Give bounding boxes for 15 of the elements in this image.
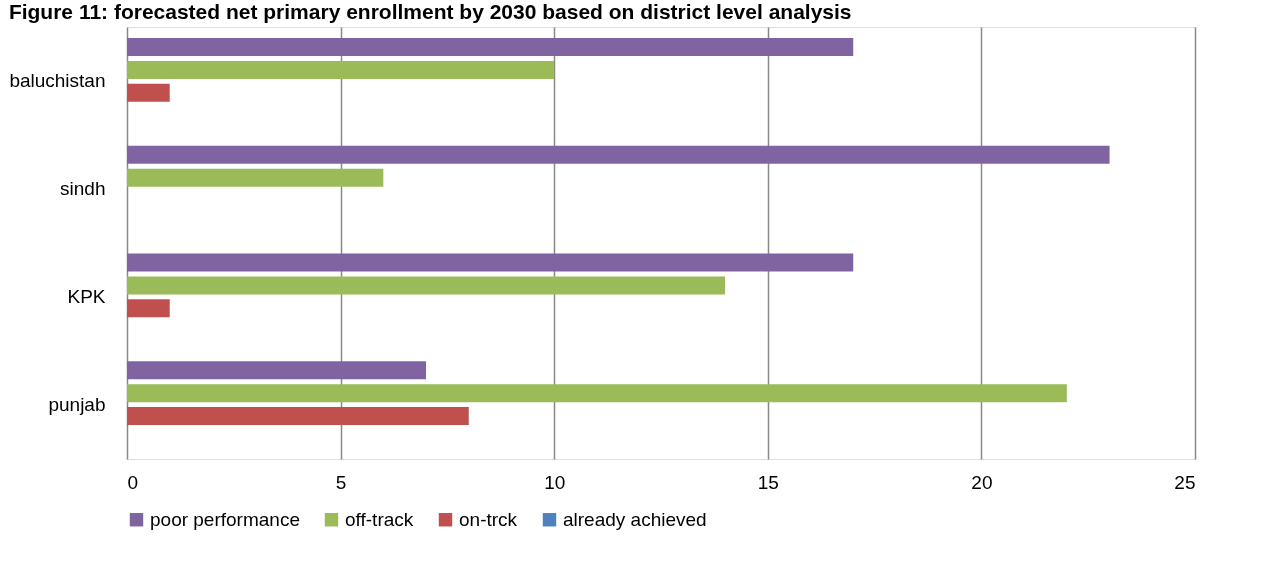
legend-label: already achieved (563, 508, 707, 530)
y-tick-label: sindh (60, 178, 106, 200)
y-tick-label: KPK (67, 285, 106, 307)
y-tick-label: baluchistan (9, 70, 106, 92)
x-tick-label: 10 (544, 471, 566, 493)
legend-label: off-track (345, 508, 414, 530)
legend-label: on-trck (459, 508, 518, 530)
x-tick-label: 0 (127, 471, 139, 493)
y-tick-label: punjab (48, 393, 106, 415)
x-tick-label: 20 (971, 471, 993, 493)
x-tick-label: 25 (1174, 471, 1196, 493)
x-tick-label: 15 (757, 471, 779, 493)
legend-label: poor performance (150, 508, 300, 530)
chart-title: Figure 11: forecasted net primary enrollment by 2030 based on district level analysis (8, 0, 852, 23)
x-tick-label: 5 (335, 471, 347, 493)
